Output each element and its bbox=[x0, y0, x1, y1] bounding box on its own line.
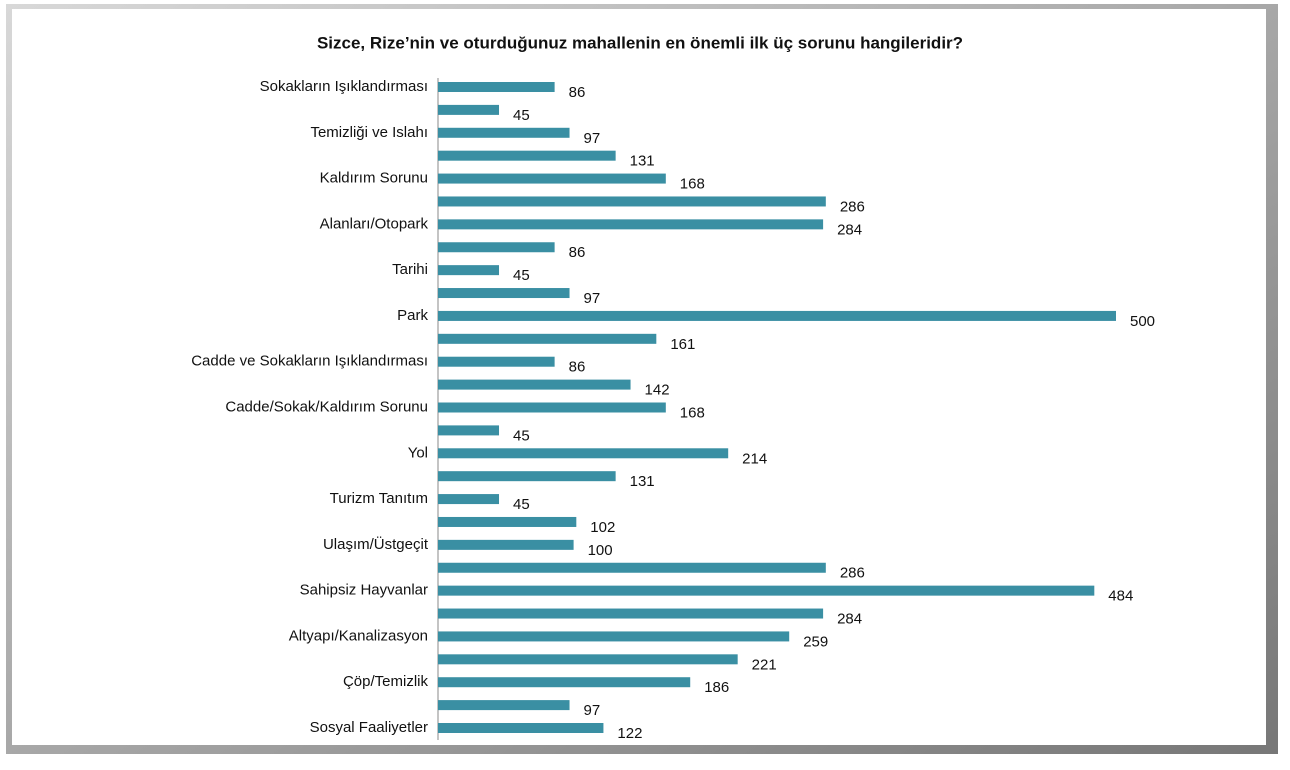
bar bbox=[438, 585, 1095, 596]
category-label: Ulaşım/Üstgeçit bbox=[323, 535, 429, 553]
bar bbox=[438, 539, 574, 550]
bar bbox=[438, 700, 570, 711]
value-label: 286 bbox=[840, 565, 865, 582]
value-label: 221 bbox=[752, 656, 777, 673]
bar bbox=[438, 356, 555, 367]
bar bbox=[438, 562, 826, 573]
category-label: Çöp/Temizlik bbox=[343, 673, 429, 690]
value-label: 484 bbox=[1108, 588, 1133, 605]
value-label: 97 bbox=[584, 702, 601, 719]
category-label: Cadde ve Sokakların Işıklandırması bbox=[191, 353, 428, 370]
bar bbox=[438, 631, 790, 642]
bar bbox=[438, 173, 666, 184]
category-label: Sahipsiz Hayvanlar bbox=[300, 582, 428, 599]
category-label: Sokakların Işıklandırması bbox=[260, 78, 428, 95]
value-label: 214 bbox=[742, 450, 767, 467]
bar bbox=[438, 333, 657, 344]
bar bbox=[438, 402, 666, 413]
bar bbox=[438, 471, 616, 482]
value-label: 284 bbox=[837, 221, 862, 238]
category-label: Cadde/Sokak/Kaldırım Sorunu bbox=[225, 398, 428, 415]
value-label: 131 bbox=[630, 473, 655, 490]
bar bbox=[438, 82, 555, 92]
category-label: Yol bbox=[408, 444, 428, 461]
value-label: 259 bbox=[803, 633, 828, 650]
bar bbox=[438, 310, 1116, 321]
bar bbox=[438, 723, 604, 733]
value-label: 161 bbox=[670, 336, 695, 353]
chart-title: Sizce, Rize’nin ve oturduğunuz mahalleni… bbox=[317, 33, 963, 52]
bar bbox=[438, 677, 691, 688]
value-label: 97 bbox=[584, 130, 601, 147]
value-label: 45 bbox=[513, 427, 530, 444]
bar bbox=[438, 150, 616, 161]
value-label: 86 bbox=[569, 359, 586, 376]
bar bbox=[438, 265, 500, 276]
value-label: 168 bbox=[680, 404, 705, 421]
category-label: Tarihi bbox=[392, 261, 428, 278]
bar bbox=[438, 379, 631, 390]
value-label: 45 bbox=[513, 496, 530, 513]
category-label: Sosyal Faaliyetler bbox=[310, 719, 428, 736]
bar bbox=[438, 196, 826, 207]
bar bbox=[438, 654, 738, 665]
value-label: 122 bbox=[617, 725, 642, 742]
value-label: 102 bbox=[590, 519, 615, 536]
value-label: 286 bbox=[840, 198, 865, 215]
bar bbox=[438, 219, 824, 230]
category-label: Temizliği ve Islahı bbox=[310, 124, 428, 141]
category-label: Kaldırım Sorunu bbox=[320, 170, 428, 187]
value-label: 86 bbox=[569, 244, 586, 261]
bar bbox=[438, 494, 500, 505]
category-label: Alanları/Otopark bbox=[320, 215, 429, 232]
value-label: 97 bbox=[584, 290, 601, 307]
bar bbox=[438, 425, 500, 436]
bar bbox=[438, 516, 577, 527]
bar bbox=[438, 608, 824, 619]
value-label: 284 bbox=[837, 611, 862, 628]
value-label: 186 bbox=[704, 679, 729, 696]
value-label: 100 bbox=[588, 542, 613, 559]
frame bbox=[12, 9, 1266, 745]
value-label: 86 bbox=[569, 84, 586, 101]
bar bbox=[438, 127, 570, 138]
category-label: Park bbox=[397, 307, 428, 324]
value-label: 168 bbox=[680, 176, 705, 193]
bar bbox=[438, 242, 555, 253]
value-label: 45 bbox=[513, 267, 530, 284]
category-label: Turizm Tanıtım bbox=[330, 490, 428, 507]
value-label: 45 bbox=[513, 107, 530, 124]
value-label: 131 bbox=[630, 153, 655, 170]
value-label: 142 bbox=[645, 382, 670, 399]
value-label: 500 bbox=[1130, 313, 1155, 330]
bar bbox=[438, 288, 570, 299]
bar bbox=[438, 104, 500, 115]
bar bbox=[438, 448, 729, 459]
category-label: Altyapı/Kanalizasyon bbox=[289, 627, 428, 644]
